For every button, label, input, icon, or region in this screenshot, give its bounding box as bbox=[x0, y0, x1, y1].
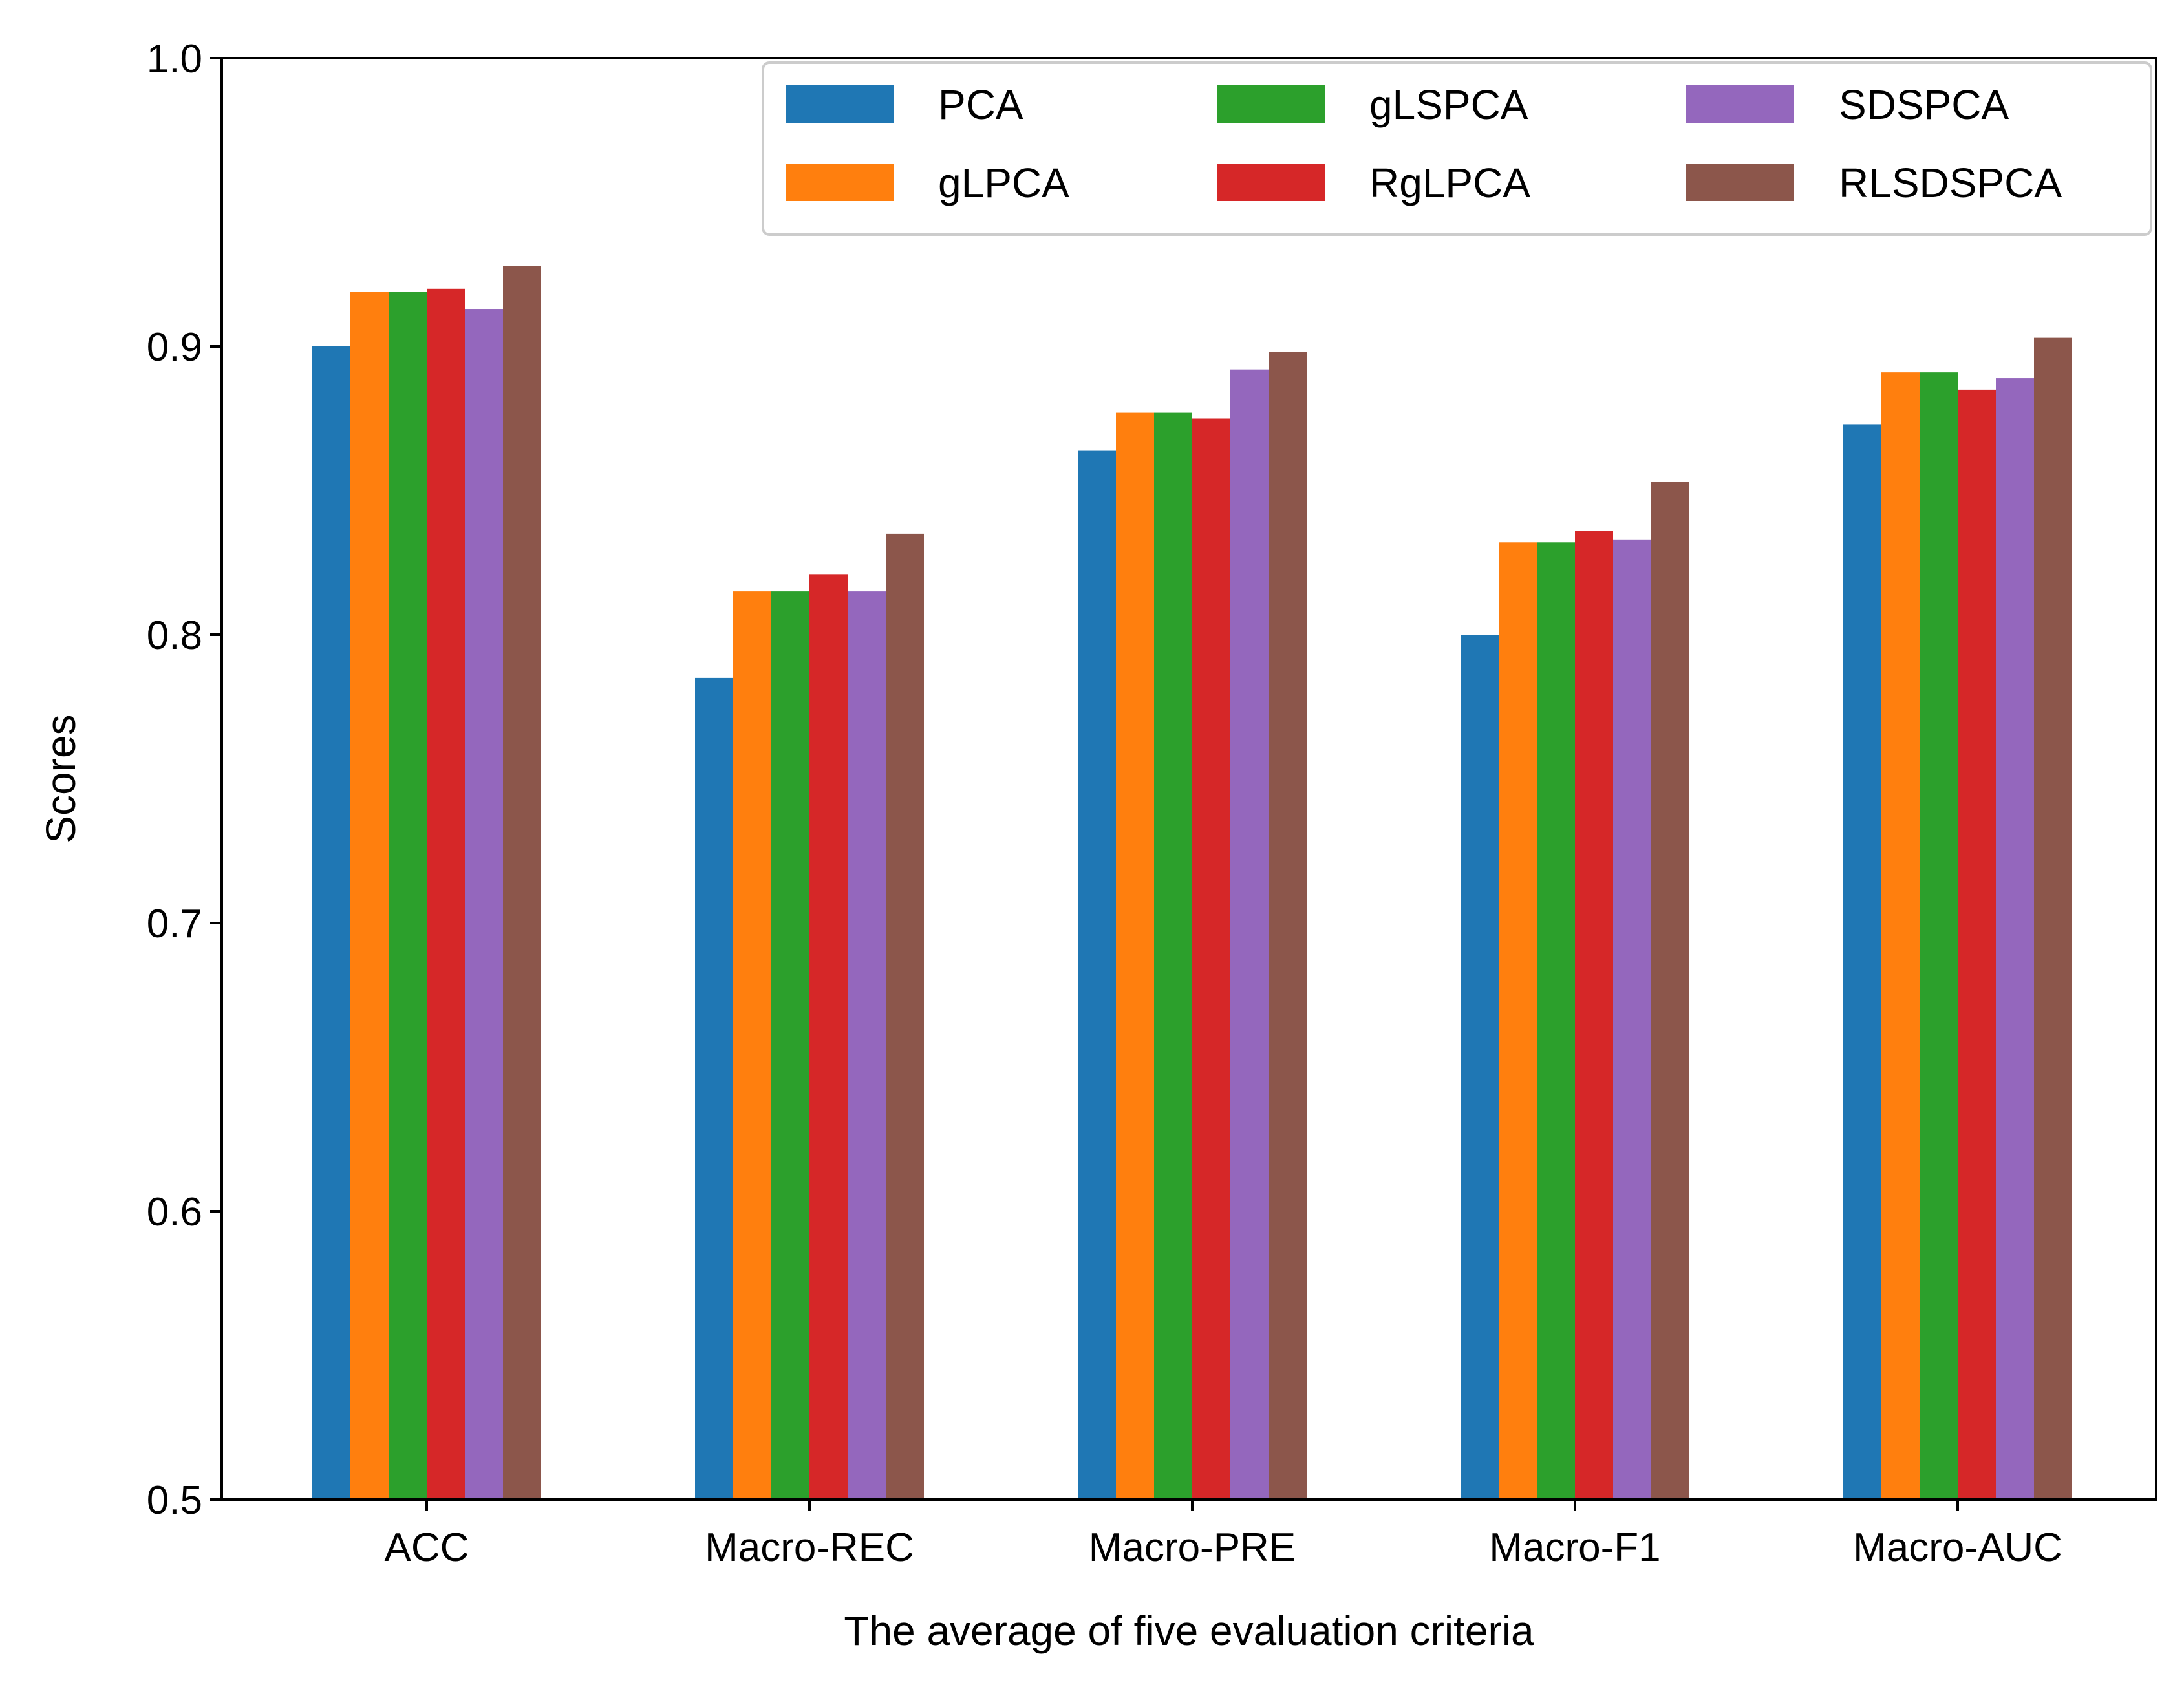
y-tick-label: 0.8 bbox=[147, 613, 202, 658]
legend-swatch-pca bbox=[786, 85, 894, 123]
bar-sdspca-acc bbox=[465, 309, 503, 1500]
y-axis: 0.5 0.6 0.7 0.8 0.9 1.0 bbox=[147, 37, 222, 1523]
bar-rglpca-acc bbox=[427, 288, 465, 1500]
legend-label-glpca: gLPCA bbox=[938, 160, 1069, 206]
bar-rglpca-macro-pre bbox=[1192, 418, 1230, 1500]
bar-sdspca-macro-auc bbox=[1996, 378, 2034, 1500]
bar-pca-macro-pre bbox=[1078, 450, 1116, 1500]
bar-rlsdspca-macro-pre bbox=[1269, 352, 1307, 1500]
legend-swatch-rglpca bbox=[1217, 164, 1325, 201]
legend-label-pca: PCA bbox=[938, 81, 1023, 128]
y-tick-label: 1.0 bbox=[147, 37, 202, 81]
bar-glpca-macro-rec bbox=[733, 591, 771, 1500]
bar-glspca-acc bbox=[389, 292, 427, 1500]
bar-glspca-macro-auc bbox=[1920, 372, 1958, 1500]
bar-rlsdspca-macro-f1 bbox=[1651, 482, 1689, 1500]
bar-glspca-macro-pre bbox=[1154, 412, 1192, 1500]
bar-glspca-macro-rec bbox=[771, 591, 809, 1500]
bar-rglpca-macro-rec bbox=[809, 574, 848, 1500]
x-tick-label: ACC bbox=[385, 1525, 469, 1570]
legend-swatch-sdspca bbox=[1686, 85, 1794, 123]
bar-rglpca-macro-f1 bbox=[1575, 531, 1613, 1500]
plot-frame bbox=[220, 57, 2157, 1501]
bar-glspca-macro-f1 bbox=[1537, 542, 1575, 1500]
x-tick-label: Macro-F1 bbox=[1489, 1525, 1660, 1570]
bar-glpca-macro-auc bbox=[1881, 372, 1920, 1500]
bar-sdspca-macro-pre bbox=[1230, 369, 1269, 1500]
bars-layer bbox=[312, 266, 2072, 1500]
bar-pca-acc bbox=[312, 346, 350, 1500]
bar-pca-macro-auc bbox=[1843, 424, 1881, 1500]
x-axis-label: The average of five evaluation criteria bbox=[844, 1607, 1534, 1654]
legend: PCA gLPCA gLSPCA RgLPCA SDSPCA RLSDSPCA bbox=[762, 61, 2152, 236]
legend-box bbox=[762, 61, 2152, 236]
bar-rlsdspca-macro-rec bbox=[886, 533, 924, 1500]
legend-label-rglpca: RgLPCA bbox=[1369, 160, 1530, 206]
bar-sdspca-macro-rec bbox=[848, 591, 886, 1500]
legend-swatch-glspca bbox=[1217, 85, 1325, 123]
bar-pca-macro-rec bbox=[695, 677, 733, 1500]
y-axis-label: Scores bbox=[37, 714, 84, 843]
bar-rlsdspca-macro-auc bbox=[2034, 337, 2072, 1500]
bar-glpca-macro-pre bbox=[1116, 412, 1154, 1500]
bar-rglpca-macro-auc bbox=[1958, 389, 1996, 1500]
bar-glpca-macro-f1 bbox=[1499, 542, 1537, 1500]
x-tick-label: Macro-REC bbox=[705, 1525, 914, 1570]
legend-label-sdspca: SDSPCA bbox=[1839, 81, 2009, 128]
y-tick-label: 0.7 bbox=[147, 902, 202, 946]
bar-pca-macro-f1 bbox=[1461, 635, 1499, 1500]
legend-swatch-glpca bbox=[786, 164, 894, 201]
x-axis: ACC Macro-REC Macro-PRE Macro-F1 Macro-AUC bbox=[385, 1500, 2062, 1570]
x-tick-label: Macro-PRE bbox=[1089, 1525, 1296, 1570]
legend-label-rlsdspca: RLSDSPCA bbox=[1839, 160, 2062, 206]
legend-label-glspca: gLSPCA bbox=[1369, 81, 1528, 128]
y-tick-label: 0.6 bbox=[147, 1190, 202, 1235]
bar-glpca-acc bbox=[350, 292, 389, 1500]
x-tick-label: Macro-AUC bbox=[1853, 1525, 2062, 1570]
legend-swatch-rlsdspca bbox=[1686, 164, 1794, 201]
bar-rlsdspca-acc bbox=[503, 266, 541, 1500]
y-tick-label: 0.5 bbox=[147, 1478, 202, 1523]
y-tick-label: 0.9 bbox=[147, 325, 202, 370]
bar-sdspca-macro-f1 bbox=[1613, 539, 1651, 1500]
